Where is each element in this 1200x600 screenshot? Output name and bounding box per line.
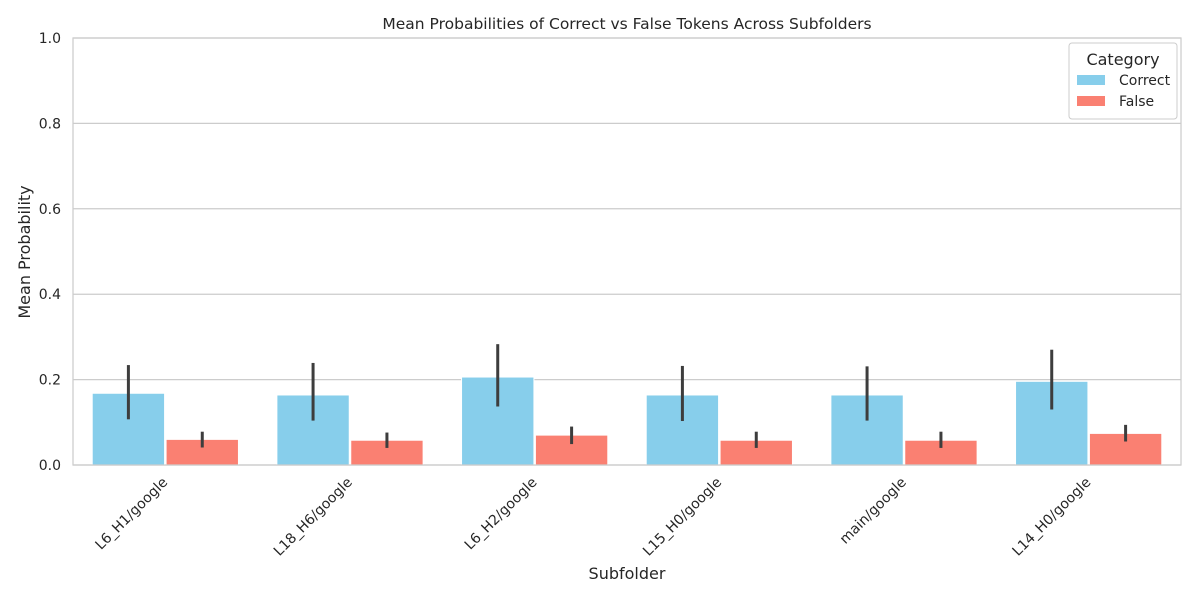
- legend-label-false: False: [1119, 94, 1154, 110]
- x-tick-label: L15_H0/google: [640, 475, 725, 560]
- y-axis-label: Mean Probability: [15, 185, 34, 318]
- chart-title: Mean Probabilities of Correct vs False T…: [382, 15, 871, 33]
- legend-title: Category: [1086, 50, 1159, 69]
- x-ticks: L6_H1/google L18_H6/google L6_H2/google L15…: [92, 475, 1094, 560]
- plot-frame: [72, 37, 1182, 466]
- error-bars: [126, 344, 1128, 448]
- x-tick-label: L6_H2/google: [462, 475, 541, 554]
- legend-label-correct: Correct: [1119, 73, 1171, 89]
- y-tick-label: 0.0: [39, 458, 61, 474]
- y-tick-label: 0.6: [39, 202, 61, 218]
- y-tick-label: 0.8: [39, 116, 61, 132]
- bars: [91, 376, 1163, 466]
- x-tick-label: L14_H0/google: [1010, 475, 1095, 560]
- x-axis-label: Subfolder: [589, 564, 666, 583]
- y-tick-label: 1.0: [39, 31, 61, 47]
- x-tick-label: main/google: [837, 475, 910, 548]
- legend-swatch-false: [1077, 96, 1105, 106]
- grid-lines: [73, 37, 1181, 466]
- y-ticks: 0.0 0.2 0.4 0.6 0.8 1.0: [39, 31, 61, 474]
- legend-swatch-correct: [1077, 75, 1105, 85]
- x-tick-label: L18_H6/google: [271, 475, 356, 560]
- legend: Category Correct False: [1068, 42, 1178, 120]
- y-tick-label: 0.2: [39, 373, 61, 389]
- x-tick-label: L6_H1/google: [92, 475, 171, 554]
- y-tick-label: 0.4: [39, 287, 61, 303]
